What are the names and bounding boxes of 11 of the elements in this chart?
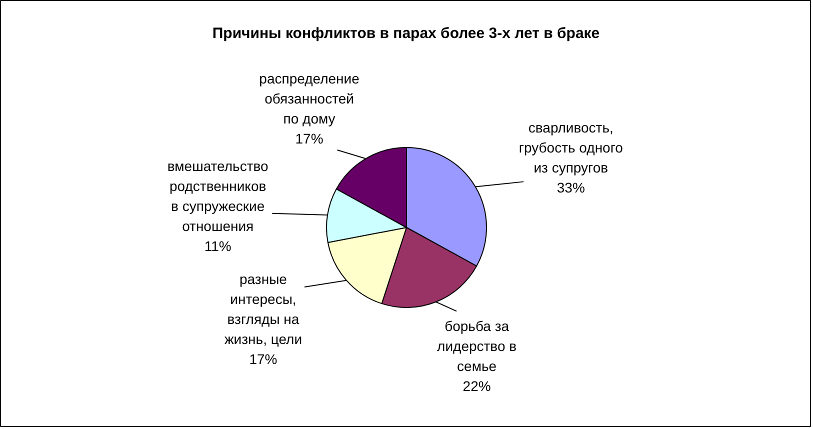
data-label: 17% [249, 350, 278, 367]
slice-label: разные интересы, взгляды на жизнь, цели [224, 270, 302, 347]
data-label: 11% [204, 238, 232, 254]
slice-label: сварливость, грубость одного из супругов [518, 119, 624, 176]
slice-label: вмешательство родственников в супружеские отношения [167, 158, 269, 234]
chart-title: Причины конфликтов в парах более 3-х лет в браке [212, 25, 600, 42]
slice-label: распределение обязанностей по дому [259, 70, 360, 127]
slice-label: борьба за лидерство в семье [437, 318, 517, 374]
data-label: 17% [295, 130, 324, 147]
data-label: 33% [556, 179, 585, 196]
data-label: 22% [462, 378, 491, 394]
